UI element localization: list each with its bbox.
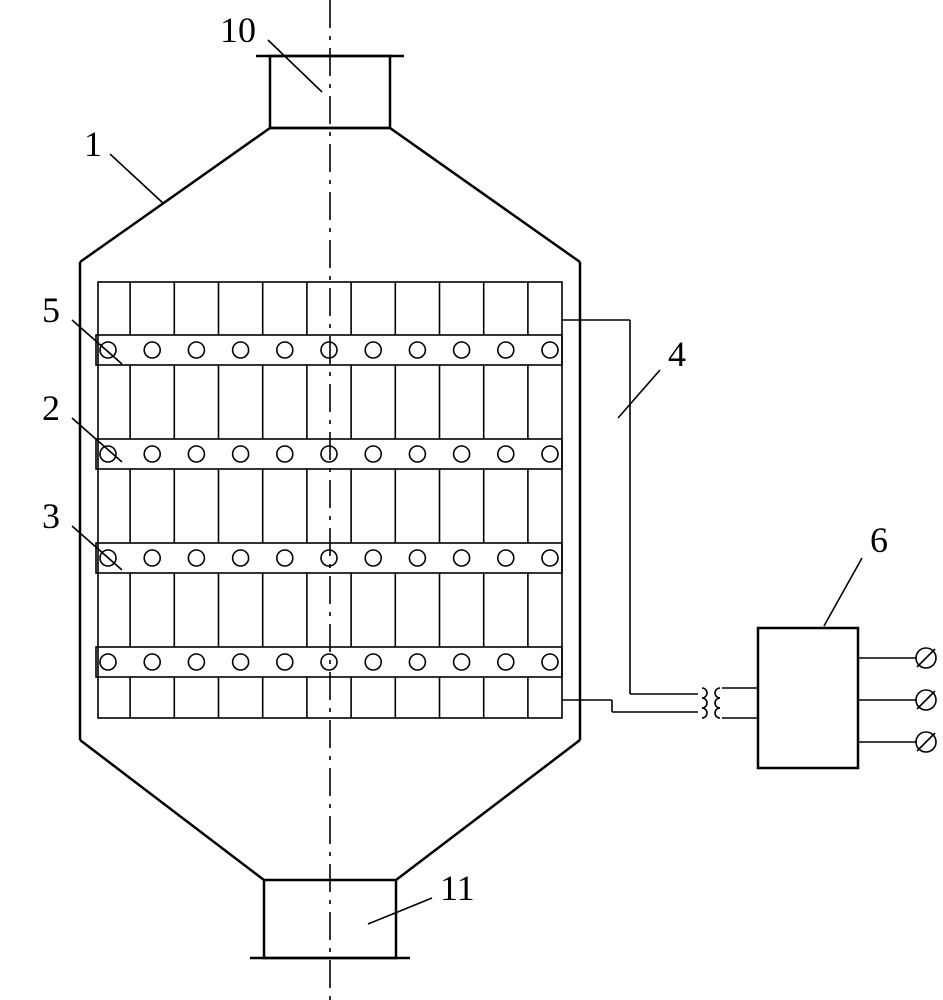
leader-line xyxy=(268,40,322,92)
leader-line xyxy=(368,898,432,924)
label-4: 4 xyxy=(668,334,686,374)
transformer-icon xyxy=(702,688,758,718)
electrode-row xyxy=(96,469,562,573)
label-11: 11 xyxy=(440,868,475,908)
controller-box xyxy=(758,628,858,768)
label-2: 2 xyxy=(42,388,60,428)
electrode-rows xyxy=(96,282,562,718)
label-1: 1 xyxy=(84,124,102,164)
output-terminals xyxy=(858,648,936,752)
electrode-row xyxy=(96,282,562,365)
label-3: 3 xyxy=(42,496,60,536)
wiring xyxy=(562,320,698,712)
labels: 10 1 5 2 3 4 6 11 xyxy=(42,10,888,924)
label-10: 10 xyxy=(220,10,256,50)
label-6: 6 xyxy=(870,520,888,560)
leader-line xyxy=(110,154,164,204)
label-5: 5 xyxy=(42,290,60,330)
electrode-row xyxy=(96,573,562,677)
leader-line xyxy=(618,370,660,418)
leader-line xyxy=(824,558,862,626)
schematic-diagram: 10 1 5 2 3 4 6 11 xyxy=(0,0,943,1000)
electrode-row xyxy=(96,365,562,469)
